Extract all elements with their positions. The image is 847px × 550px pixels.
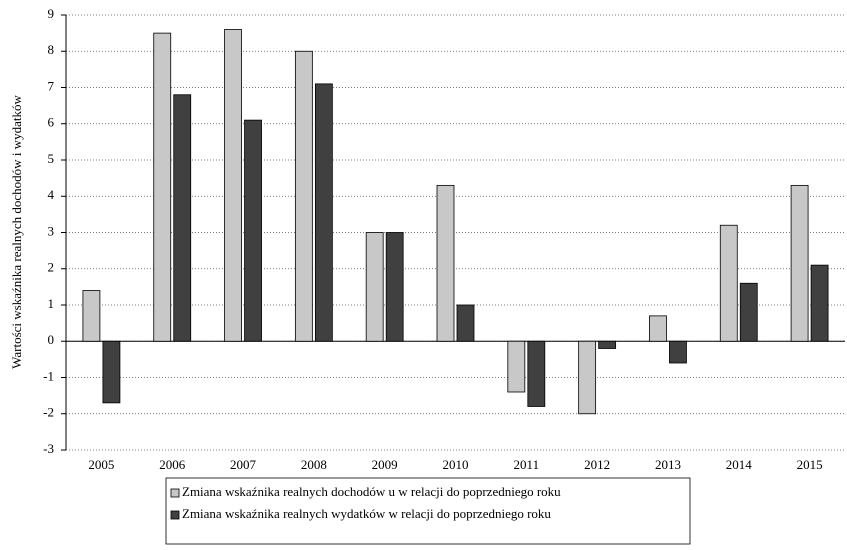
x-tick-label: 2008 [301, 457, 327, 472]
x-tick-label: 2013 [655, 457, 681, 472]
y-tick-label: -3 [43, 441, 54, 456]
y-tick-label: 4 [48, 187, 55, 202]
legend-swatch [170, 510, 180, 520]
bar [365, 232, 384, 342]
y-tick-label: 2 [48, 260, 55, 275]
bar [244, 119, 262, 342]
x-tick-label: 2007 [230, 457, 257, 472]
bar [790, 184, 809, 342]
y-tick-label: 1 [48, 296, 55, 311]
y-tick-label: 0 [48, 332, 55, 347]
x-tick-label: 2011 [514, 457, 540, 472]
bar [385, 232, 404, 342]
y-tick-label: 7 [48, 78, 55, 93]
bar [102, 340, 121, 404]
y-axis-label: Wartości wskaźnika realnych dochodów i w… [9, 95, 24, 369]
x-tick-label: 2015 [797, 457, 823, 472]
bar [739, 282, 758, 342]
y-tick-label: -2 [43, 405, 54, 420]
bar [578, 340, 597, 415]
bar [507, 340, 526, 393]
legend-box [165, 477, 691, 545]
x-tick-label: 2014 [726, 457, 753, 472]
bar [527, 340, 546, 407]
bar [153, 32, 172, 342]
bar [436, 184, 455, 342]
bar [669, 340, 687, 364]
legend-swatch [170, 488, 180, 498]
bar [810, 264, 829, 342]
bar [649, 315, 667, 342]
y-tick-label: 6 [48, 115, 55, 130]
bar [173, 94, 192, 342]
bar [598, 340, 617, 349]
x-tick-label: 2012 [584, 457, 610, 472]
x-tick-label: 2005 [88, 457, 114, 472]
y-tick-label: -1 [43, 368, 54, 383]
bar [224, 29, 242, 342]
bar [456, 304, 475, 342]
x-tick-label: 2010 [443, 457, 469, 472]
legend-label: Zmiana wskaźnika realnych wydatków w rel… [182, 506, 551, 521]
y-tick-label: 9 [48, 6, 55, 21]
bar [82, 290, 101, 342]
bar [314, 83, 333, 342]
y-tick-label: 3 [48, 223, 55, 238]
x-tick-label: 2006 [159, 457, 186, 472]
bar [294, 50, 313, 342]
y-tick-label: 5 [48, 151, 55, 166]
y-tick-label: 8 [48, 42, 55, 57]
legend-label: Zmiana wskaźnika realnych dochodów u w r… [182, 484, 561, 499]
bar [719, 224, 738, 342]
x-tick-label: 2009 [372, 457, 398, 472]
